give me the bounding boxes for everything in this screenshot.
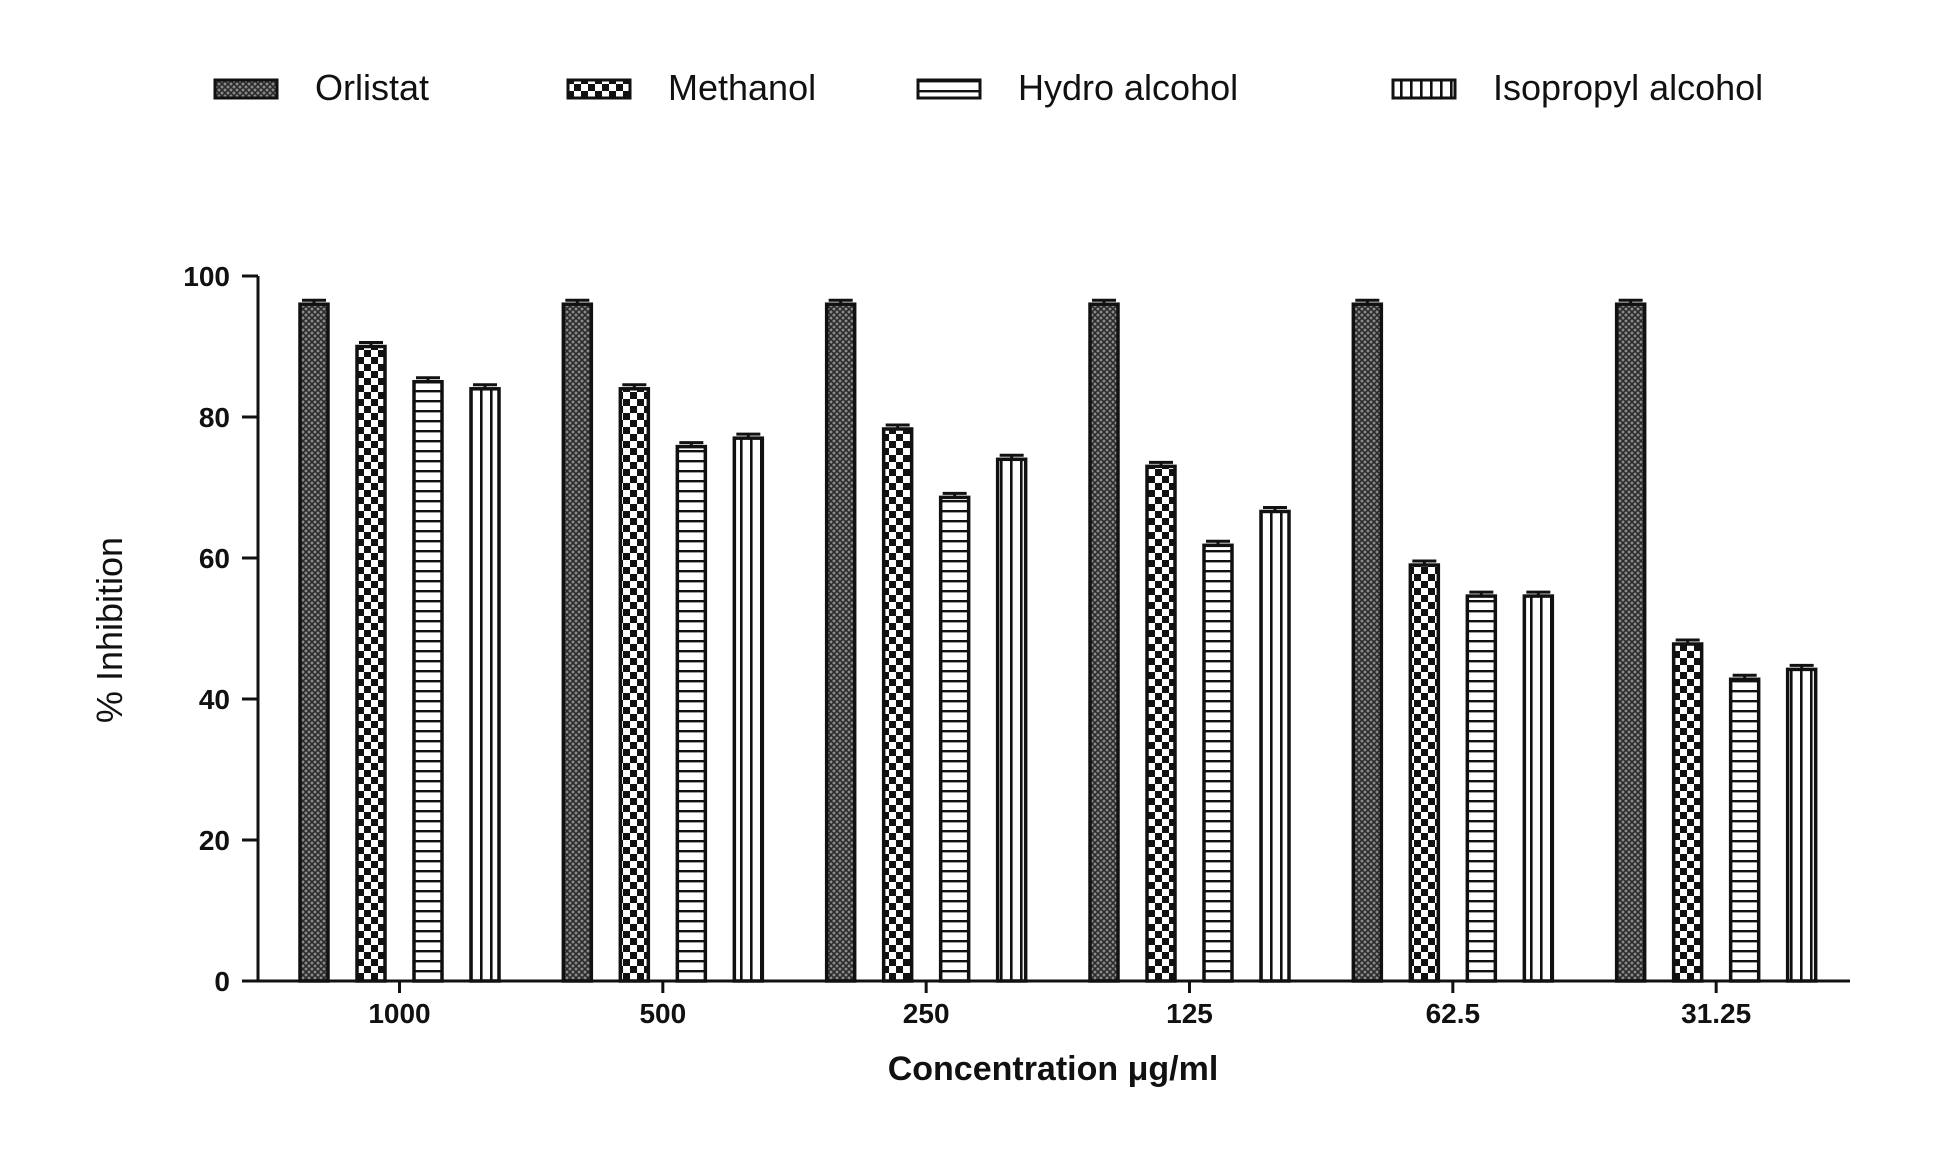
x-axis-title: Concentration μg/ml bbox=[888, 1050, 1219, 1088]
bar-hydro-alcohol-31_25 bbox=[1728, 677, 1761, 983]
x-tick-label: 62.5 bbox=[1426, 998, 1481, 1029]
y-tick-label: 20 bbox=[199, 825, 230, 856]
bar-hydro-alcohol-250 bbox=[938, 495, 971, 983]
legend-swatch-orlistat bbox=[213, 78, 279, 100]
y-tick-label: 60 bbox=[199, 543, 230, 574]
bar-orlistat-500 bbox=[561, 302, 594, 983]
bar-methanol-62_5 bbox=[1408, 563, 1441, 983]
bar-hydro-alcohol-125 bbox=[1202, 543, 1234, 983]
legend-swatch-methanol bbox=[566, 78, 632, 100]
bar-orlistat-1000 bbox=[298, 302, 330, 983]
bars-group bbox=[298, 298, 1818, 983]
legend-label: Methanol bbox=[668, 67, 816, 108]
bar-hydro-alcohol-500 bbox=[675, 444, 708, 983]
y-tick-label: 0 bbox=[214, 966, 230, 997]
bar-hydro-alcohol-1000 bbox=[412, 380, 444, 983]
bar-hydro-alcohol-62_5 bbox=[1465, 594, 1498, 983]
bar-isopropyl-alcohol-500 bbox=[732, 436, 765, 983]
legend-swatch-isopropyl-alcohol bbox=[1391, 78, 1457, 100]
bar-methanol-500 bbox=[618, 387, 651, 983]
y-axis-ticks: 0 20 40 60 80 100 bbox=[183, 261, 258, 997]
bar-orlistat-250 bbox=[824, 302, 857, 983]
bar-methanol-1000 bbox=[355, 344, 387, 983]
plot-area: 0 20 40 60 80 100 1000 500 250 125 62.5 31.25 bbox=[183, 261, 1850, 1029]
y-tick-label: 100 bbox=[183, 261, 230, 292]
bar-orlistat-31_25 bbox=[1614, 302, 1647, 983]
y-tick-label: 40 bbox=[199, 684, 230, 715]
bar-isopropyl-alcohol-31_25 bbox=[1785, 667, 1818, 983]
legend-label: Isopropyl alcohol bbox=[1493, 67, 1763, 108]
y-axis-title: % Inhibition bbox=[89, 537, 130, 723]
legend-label: Hydro alcohol bbox=[1018, 67, 1238, 108]
x-tick-label: 31.25 bbox=[1681, 998, 1751, 1029]
x-axis-ticks: 1000 500 250 125 62.5 31.25 bbox=[368, 981, 1751, 1029]
bar-methanol-250 bbox=[881, 427, 914, 983]
bar-isopropyl-alcohol-1000 bbox=[469, 387, 501, 983]
bar-methanol-125 bbox=[1145, 464, 1177, 983]
bar-isopropyl-alcohol-250 bbox=[995, 457, 1028, 983]
y-tick-label: 80 bbox=[199, 402, 230, 433]
bar-orlistat-125 bbox=[1088, 302, 1120, 983]
x-tick-label: 250 bbox=[903, 998, 950, 1029]
x-tick-label: 500 bbox=[639, 998, 686, 1029]
legend: Orlistat Methanol Hydro alcohol Isopropyl a… bbox=[213, 67, 1763, 108]
legend-swatch-hydro-alcohol bbox=[916, 78, 982, 100]
bar-isopropyl-alcohol-125 bbox=[1259, 509, 1291, 983]
bar-orlistat-62_5 bbox=[1351, 302, 1384, 983]
x-tick-label: 125 bbox=[1166, 998, 1213, 1029]
x-tick-label: 1000 bbox=[368, 998, 430, 1029]
legend-label: Orlistat bbox=[315, 67, 429, 108]
bar-isopropyl-alcohol-62_5 bbox=[1522, 594, 1555, 983]
bar-methanol-31_25 bbox=[1671, 642, 1704, 983]
